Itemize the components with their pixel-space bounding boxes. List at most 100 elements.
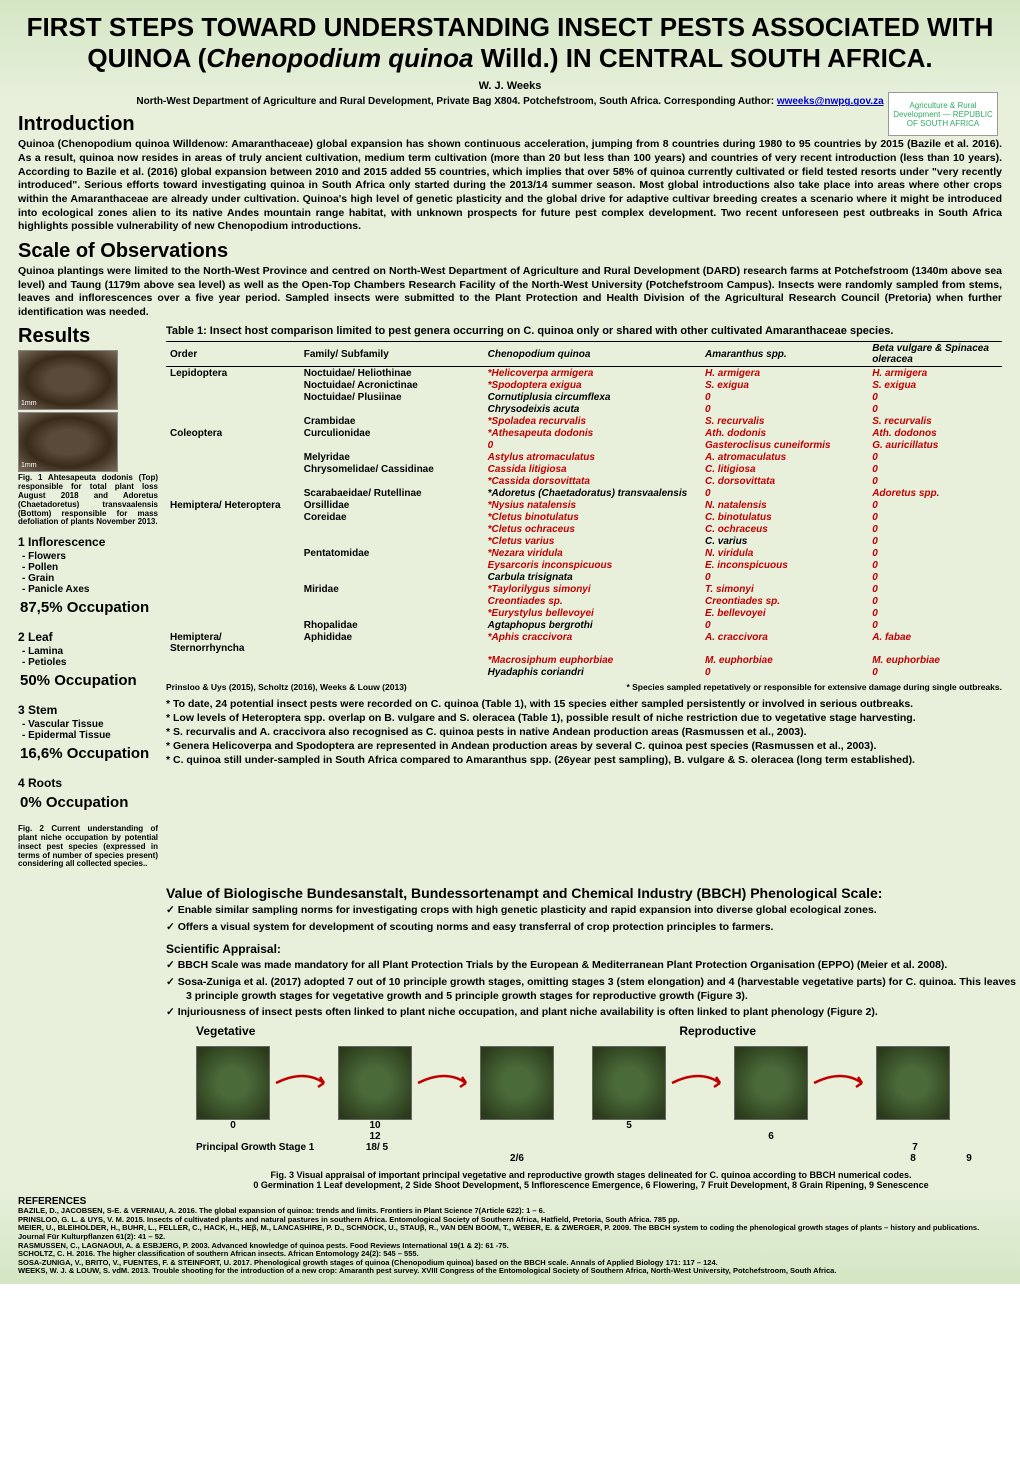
- stage-img-2: [480, 1046, 554, 1120]
- table-row: Miridae*Taylorilygus simonyiT. simonyi0: [166, 583, 1002, 595]
- check-item: BBCH Scale was made mandatory for all Pl…: [186, 959, 1016, 973]
- table-row: Noctuidae/ PlusiinaeCornutiplusia circum…: [166, 391, 1002, 403]
- below-right: Value of Biologische Bundesanstalt, Bund…: [166, 877, 1016, 1190]
- title-line1: FIRST STEPS TOWARD UNDERSTANDING INSECT …: [18, 12, 1002, 43]
- bullet-item: Genera Helicoverpa and Spodoptera are re…: [166, 740, 1002, 752]
- table1: Order Family/ Subfamily Chenopodium quin…: [166, 341, 1002, 678]
- niche-sub: - Vascular Tissue: [18, 719, 158, 730]
- growth-stages-figure: Vegetative Reproductive: [196, 1024, 1016, 1164]
- th-family: Family/ Subfamily: [300, 342, 484, 367]
- check-item: Injuriousness of insect pests often link…: [186, 1006, 1016, 1020]
- table-row: Eysarcoris inconspicuousE. inconspicuous…: [166, 559, 1002, 571]
- title-pre: QUINOA (: [87, 43, 206, 73]
- gov-logo: Agriculture & Rural Development — REPUBL…: [888, 92, 998, 136]
- stage-img-7: [876, 1046, 950, 1120]
- stage-mid-numbers: 12 6: [196, 1131, 1016, 1142]
- table-footer-right: * Species sampled repetatively or respon…: [626, 682, 1002, 692]
- check-item: Enable similar sampling norms for invest…: [186, 904, 1016, 918]
- stage-img-0: [196, 1046, 270, 1120]
- niche-sub: - Petioles: [18, 657, 158, 668]
- check-item: Offers a visual system for development o…: [186, 921, 1016, 935]
- left-column: Results 1mm 1mm Fig. 1 Ahtesapeuta dodon…: [18, 325, 158, 877]
- value-heading: Value of Biologische Bundesanstalt, Bund…: [166, 885, 1016, 901]
- table-row: Coreidae*Cletus binotulatusC. binotulatu…: [166, 511, 1002, 523]
- heading-results: Results: [18, 325, 90, 348]
- author: W. J. Weeks: [18, 80, 1002, 92]
- pgs-row: Principal Growth Stage 1 18/ 5 7: [196, 1142, 1016, 1153]
- table-row: MelyridaeAstylus atromaculatusA. atromac…: [166, 451, 1002, 463]
- th-am: Amaranthus spp.: [701, 342, 868, 367]
- niche-list: 1 Inflorescence- Flowers- Pollen- Grain-…: [18, 535, 158, 811]
- table-row: 0Gasteroclisus cuneiformisG. auricillatu…: [166, 439, 1002, 451]
- results-bullets: To date, 24 potential insect pests were …: [166, 698, 1002, 766]
- occupation-value: 87,5% Occupation: [20, 599, 158, 616]
- arrow-icon: [812, 1073, 872, 1093]
- fig1-caption: Fig. 1 Ahtesapeuta dodonis (Top) respons…: [18, 474, 158, 527]
- stage-bot-numbers: 2/6 8 9: [196, 1153, 1016, 1164]
- stage-img-6: [734, 1046, 808, 1120]
- table-row: Crambidae*Spoladea recurvalisS. recurval…: [166, 415, 1002, 427]
- table-row: Scarabaeidae/ Rutellinae*Adoretus (Chaet…: [166, 487, 1002, 499]
- table-row: Chrysodeixis acuta00: [166, 403, 1002, 415]
- fig3-caption: Fig. 3 Visual appraisal of important pri…: [166, 1170, 1016, 1190]
- th-cq: Chenopodium quinoa: [484, 342, 701, 367]
- growth-images-row: [196, 1046, 1016, 1120]
- table-row: *Cletus variusC. varius0: [166, 535, 1002, 547]
- below-left: [18, 877, 158, 1190]
- check-item: Sosa-Zuniga et al. (2017) adopted 7 out …: [186, 976, 1016, 1003]
- niche-heading: 1 Inflorescence: [18, 535, 158, 549]
- affil-email[interactable]: wweeks@nwpg.gov.za: [777, 96, 884, 107]
- intro-text: Quinoa (Chenopodium quinoa Willdenow: Am…: [18, 138, 1002, 233]
- niche-heading: 2 Leaf: [18, 630, 158, 644]
- table-row: Pentatomidae*Nezara viridulaN. viridula0: [166, 547, 1002, 559]
- bullet-item: C. quinoa still under-sampled in South A…: [166, 754, 1002, 766]
- table-row: Chrysomelidae/ CassidinaeCassida litigio…: [166, 463, 1002, 475]
- occupation-value: 16,6% Occupation: [20, 745, 158, 762]
- niche-heading: 3 Stem: [18, 703, 158, 717]
- arrow-icon: [670, 1073, 730, 1093]
- table-row: Hemiptera/ HeteropteraOrsillidae*Nysius …: [166, 499, 1002, 511]
- niche-sub: - Pollen: [18, 562, 158, 573]
- stage-img-1: [338, 1046, 412, 1120]
- table-row: Noctuidae/ Acronictinae*Spodoptera exigu…: [166, 379, 1002, 391]
- title-block: FIRST STEPS TOWARD UNDERSTANDING INSECT …: [18, 12, 1002, 107]
- phase-vegetative: Vegetative: [196, 1024, 255, 1038]
- fig2-caption: Fig. 2 Current understanding of plant ni…: [18, 825, 158, 869]
- reference-item: WEEKS, W. J. & LOUW, S. vdM. 2013. Troub…: [18, 1267, 1002, 1276]
- th-bv: Beta vulgare & Spinacea oleracea: [868, 342, 1002, 367]
- scale-text: Quinoa plantings were limited to the Nor…: [18, 265, 1002, 320]
- sci-heading: Scientific Appraisal:: [166, 942, 1016, 956]
- reference-item: MEIER, U., BLEIHOLDER, H., BUHR, L., FEL…: [18, 1224, 1002, 1241]
- niche-heading: 4 Roots: [18, 776, 158, 790]
- niche-sub: - Flowers: [18, 551, 158, 562]
- right-column: Table 1: Insect host comparison limited …: [166, 325, 1002, 877]
- heading-scale: Scale of Observations: [18, 240, 1002, 263]
- niche-sub: - Lamina: [18, 646, 158, 657]
- below-body: Value of Biologische Bundesanstalt, Bund…: [18, 877, 1002, 1190]
- arrow-icon: [274, 1073, 334, 1093]
- value-check-list: Enable similar sampling norms for invest…: [166, 904, 1016, 934]
- fig1-bottom-image: 1mm: [18, 412, 118, 472]
- title-line2: QUINOA (Chenopodium quinoa Willd.) IN CE…: [18, 43, 1002, 74]
- table-row: *Eurystylus bellevoyeiE. bellevoyei0: [166, 607, 1002, 619]
- title-species: Chenopodium quinoa: [206, 43, 473, 73]
- table-row: Hyadaphis coriandri00: [166, 666, 1002, 678]
- niche-sub: - Panicle Axes: [18, 584, 158, 595]
- heading-introduction: Introduction: [18, 113, 1002, 136]
- niche-sub: - Grain: [18, 573, 158, 584]
- occupation-value: 0% Occupation: [20, 794, 158, 811]
- title-post: Willd.) IN CENTRAL SOUTH AFRICA.: [474, 43, 933, 73]
- table-row: Creontiades sp.Creontiades sp.0: [166, 595, 1002, 607]
- stage-top-numbers: 0 10 5: [196, 1120, 1016, 1131]
- stage-img-5: [592, 1046, 666, 1120]
- poster-root: FIRST STEPS TOWARD UNDERSTANDING INSECT …: [0, 0, 1020, 1284]
- fig1-top-image: 1mm: [18, 350, 118, 410]
- table1-caption: Table 1: Insect host comparison limited …: [166, 325, 1002, 337]
- table-row: ColeopteraCurculionidae*Athesapeuta dodo…: [166, 427, 1002, 439]
- sci-check-list: BBCH Scale was made mandatory for all Pl…: [166, 959, 1016, 1020]
- bullet-item: S. recurvalis and A. craccivora also rec…: [166, 726, 1002, 738]
- references-list: BAZILE, D., JACOBSEN, S-E. & VERNIAU, A.…: [18, 1207, 1002, 1276]
- table-footer-left: Prinsloo & Uys (2015), Scholtz (2016), W…: [166, 682, 407, 692]
- results-row: Results 1mm 1mm Fig. 1 Ahtesapeuta dodon…: [18, 325, 1002, 877]
- th-order: Order: [166, 342, 300, 367]
